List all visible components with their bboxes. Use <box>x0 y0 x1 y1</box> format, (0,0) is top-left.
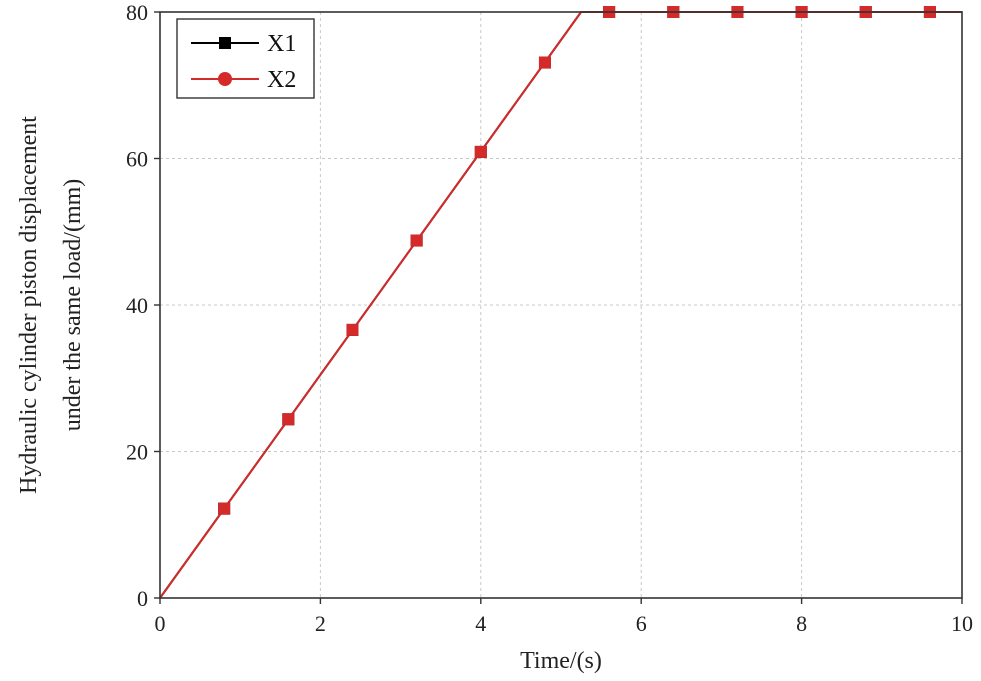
x-tick-label: 0 <box>155 611 166 636</box>
x-tick-label: 8 <box>796 611 807 636</box>
legend-marker-x1 <box>219 37 231 49</box>
y-tick-label: 0 <box>137 586 148 611</box>
point-x2 <box>282 413 295 426</box>
y-axis-title-line-2: under the same load/(mm) <box>60 179 86 432</box>
x-tick-label: 4 <box>475 611 486 636</box>
legend-marker-x2 <box>218 72 232 86</box>
point-x2 <box>218 502 231 515</box>
legend-label-x1: X1 <box>267 31 296 57</box>
x-axis-title: Time/(s) <box>520 648 602 674</box>
x-tick-label: 6 <box>636 611 647 636</box>
y-tick-label: 60 <box>126 147 148 172</box>
point-x2 <box>410 234 423 247</box>
y-tick-label: 40 <box>126 293 148 318</box>
y-axis-title: Hydraulic cylinder piston displacement u… <box>16 116 86 494</box>
legend-label-x2: X2 <box>267 67 296 93</box>
y-tick-label: 80 <box>126 0 148 25</box>
grid-lines <box>160 12 962 598</box>
y-axis-title-line-1: Hydraulic cylinder piston displacement <box>16 116 42 494</box>
x-tick-label: 2 <box>315 611 326 636</box>
y-tick-label: 20 <box>126 440 148 465</box>
point-x2 <box>538 56 551 69</box>
axis-ticks: 0 2 4 6 8 10 0 20 40 60 80 <box>126 0 973 636</box>
legend-box <box>176 18 315 99</box>
x-tick-label: 10 <box>951 611 973 636</box>
point-x2 <box>346 323 359 336</box>
point-x2 <box>474 145 487 158</box>
